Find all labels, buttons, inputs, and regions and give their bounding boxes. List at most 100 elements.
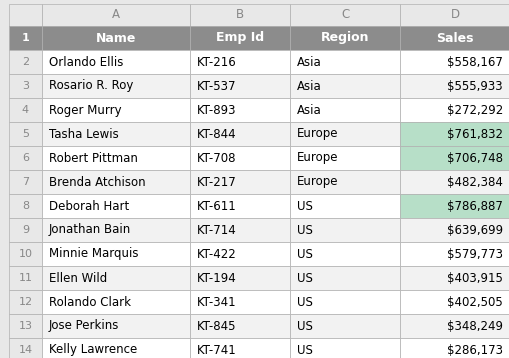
Text: 3: 3 <box>22 81 29 91</box>
Text: KT-537: KT-537 <box>196 79 236 92</box>
Bar <box>9 98 42 122</box>
Text: KT-422: KT-422 <box>196 247 236 261</box>
Text: $555,933: $555,933 <box>446 79 502 92</box>
Text: 13: 13 <box>18 321 33 331</box>
Text: US: US <box>296 223 312 237</box>
Text: KT-217: KT-217 <box>196 175 236 189</box>
Bar <box>399 242 509 266</box>
Text: 1: 1 <box>21 33 30 43</box>
Text: KT-893: KT-893 <box>196 103 236 116</box>
Bar <box>399 266 509 290</box>
Text: 2: 2 <box>22 57 29 67</box>
Bar <box>399 122 509 146</box>
Text: 11: 11 <box>18 273 33 283</box>
Bar <box>9 170 42 194</box>
Text: $558,167: $558,167 <box>446 55 502 68</box>
Text: Rosario R. Roy: Rosario R. Roy <box>49 79 133 92</box>
Bar <box>9 74 42 98</box>
Text: US: US <box>296 247 312 261</box>
Bar <box>9 314 42 338</box>
Bar <box>399 4 509 26</box>
Bar <box>399 194 509 218</box>
Bar <box>290 146 399 170</box>
Bar <box>190 338 290 358</box>
Bar <box>399 338 509 358</box>
Text: KT-194: KT-194 <box>196 271 236 285</box>
Text: KT-708: KT-708 <box>196 151 236 164</box>
Bar <box>290 194 399 218</box>
Text: US: US <box>296 295 312 309</box>
Bar <box>190 290 290 314</box>
Text: $402,505: $402,505 <box>446 295 502 309</box>
Text: Tasha Lewis: Tasha Lewis <box>49 127 119 140</box>
Text: Roger Murry: Roger Murry <box>49 103 121 116</box>
Text: Rolando Clark: Rolando Clark <box>49 295 131 309</box>
Bar <box>290 26 399 50</box>
Bar <box>190 122 290 146</box>
Text: $403,915: $403,915 <box>446 271 502 285</box>
Bar <box>42 266 190 290</box>
Bar <box>190 242 290 266</box>
Text: 9: 9 <box>22 225 29 235</box>
Text: Europe: Europe <box>296 151 338 164</box>
Text: B: B <box>236 9 244 21</box>
Bar <box>190 50 290 74</box>
Text: Region: Region <box>320 32 369 44</box>
Text: KT-216: KT-216 <box>196 55 236 68</box>
Text: 8: 8 <box>22 201 29 211</box>
Bar <box>9 266 42 290</box>
Bar <box>290 74 399 98</box>
Text: $579,773: $579,773 <box>446 247 502 261</box>
Text: 4: 4 <box>22 105 29 115</box>
Bar <box>290 50 399 74</box>
Text: Kelly Lawrence: Kelly Lawrence <box>49 343 137 357</box>
Bar <box>42 50 190 74</box>
Bar <box>9 50 42 74</box>
Text: 10: 10 <box>18 249 33 259</box>
Bar <box>190 266 290 290</box>
Bar <box>190 146 290 170</box>
Bar <box>9 4 42 26</box>
Text: Robert Pittman: Robert Pittman <box>49 151 137 164</box>
Bar <box>9 194 42 218</box>
Bar <box>190 74 290 98</box>
Text: US: US <box>296 343 312 357</box>
Bar <box>399 26 509 50</box>
Text: Name: Name <box>96 32 136 44</box>
Bar <box>9 26 42 50</box>
Text: KT-714: KT-714 <box>196 223 236 237</box>
Text: US: US <box>296 199 312 213</box>
Bar <box>42 338 190 358</box>
Bar <box>399 170 509 194</box>
Text: $786,887: $786,887 <box>446 199 502 213</box>
Bar <box>9 242 42 266</box>
Bar <box>399 290 509 314</box>
Text: KT-341: KT-341 <box>196 295 236 309</box>
Text: Asia: Asia <box>296 79 321 92</box>
Bar <box>42 242 190 266</box>
Text: Ellen Wild: Ellen Wild <box>49 271 107 285</box>
Bar <box>190 218 290 242</box>
Text: Asia: Asia <box>296 103 321 116</box>
Bar <box>290 314 399 338</box>
Text: KT-845: KT-845 <box>196 319 236 333</box>
Bar <box>42 314 190 338</box>
Bar <box>9 146 42 170</box>
Text: D: D <box>449 9 459 21</box>
Text: 12: 12 <box>18 297 33 307</box>
Bar <box>399 74 509 98</box>
Bar <box>399 50 509 74</box>
Bar <box>42 170 190 194</box>
Bar <box>9 122 42 146</box>
Text: 7: 7 <box>22 177 29 187</box>
Text: Emp Id: Emp Id <box>215 32 264 44</box>
Bar <box>190 4 290 26</box>
Bar <box>190 26 290 50</box>
Bar <box>42 218 190 242</box>
Text: $482,384: $482,384 <box>446 175 502 189</box>
Text: Europe: Europe <box>296 175 338 189</box>
Bar <box>42 74 190 98</box>
Text: Europe: Europe <box>296 127 338 140</box>
Bar <box>190 170 290 194</box>
Bar <box>9 290 42 314</box>
